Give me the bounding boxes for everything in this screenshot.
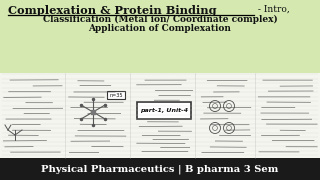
FancyBboxPatch shape [137, 102, 191, 119]
Text: Classification (Metal ion/ Coordinate complex): Classification (Metal ion/ Coordinate co… [43, 15, 277, 24]
Text: Complexation & Protein Binding: Complexation & Protein Binding [8, 5, 217, 16]
Bar [0, 158, 320, 180]
Bar [107, 91, 125, 99]
Text: part-1, Unit-4: part-1, Unit-4 [140, 107, 188, 112]
Bar [0, 0, 320, 73]
Text: - Intro,: - Intro, [255, 5, 290, 14]
Text: n=35: n=35 [109, 93, 123, 98]
Text: Physical Pharmaceutics | B pharma 3 Sem: Physical Pharmaceutics | B pharma 3 Sem [41, 164, 279, 174]
Text: Application of Complexation: Application of Complexation [89, 24, 231, 33]
Bar [0, 73, 320, 158]
